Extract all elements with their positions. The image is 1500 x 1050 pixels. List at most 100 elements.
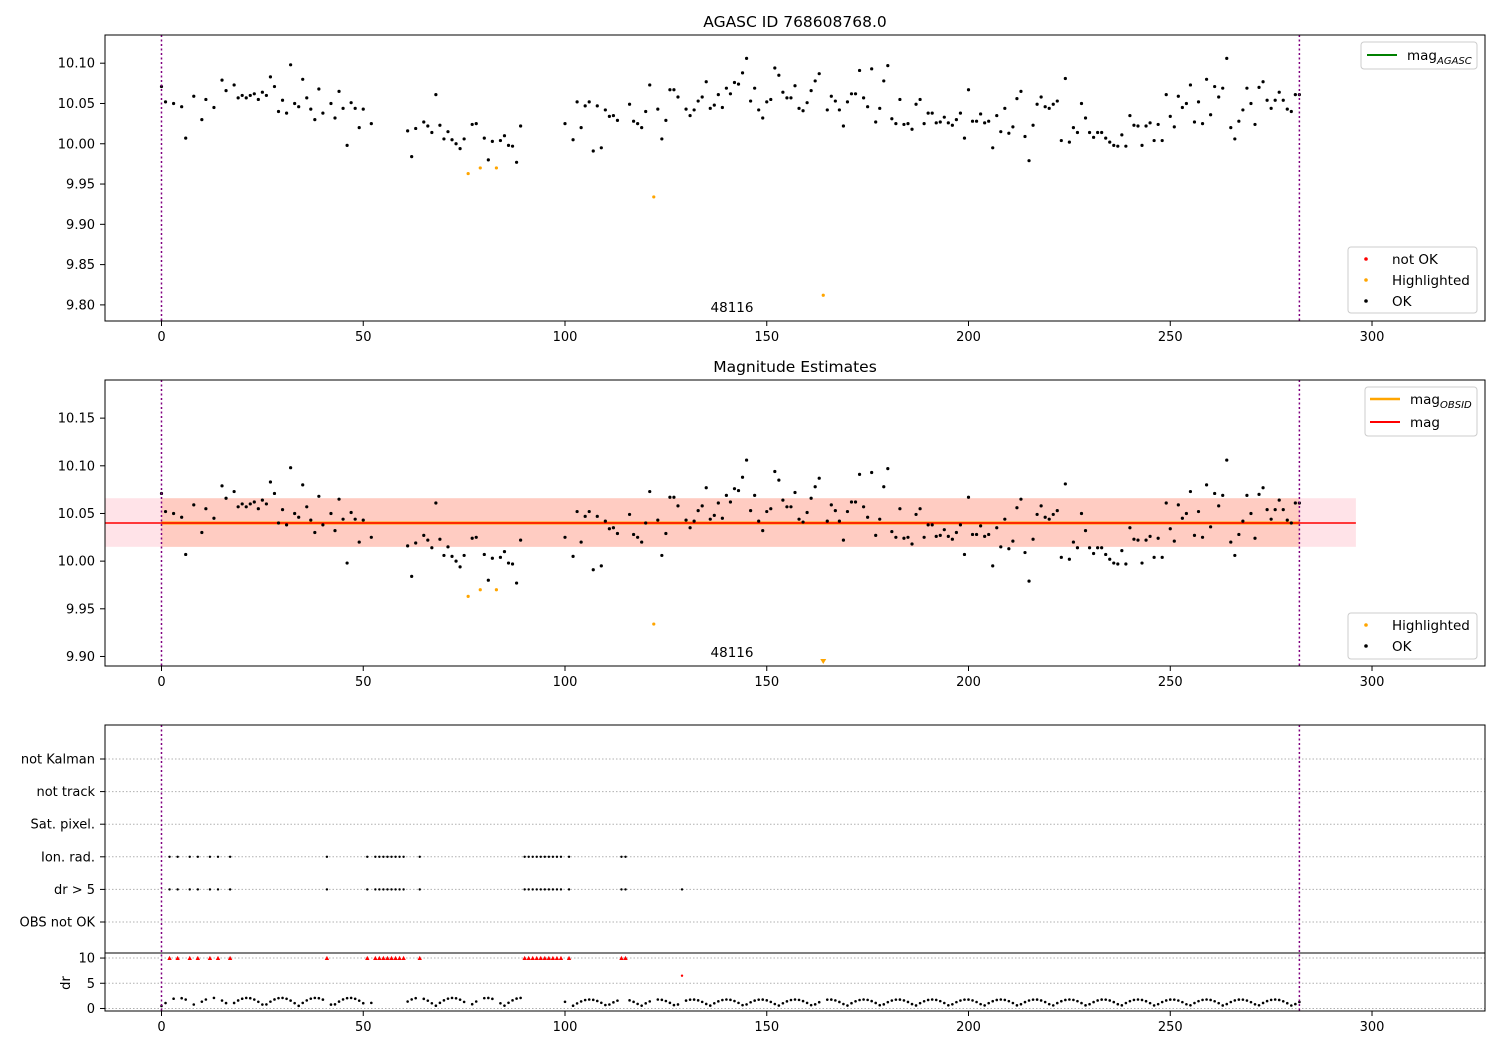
dr-point bbox=[1245, 999, 1249, 1002]
dr-point bbox=[987, 1001, 990, 1005]
dr-point bbox=[1281, 999, 1285, 1003]
ok-point bbox=[995, 113, 999, 118]
ok-point bbox=[1277, 90, 1281, 94]
dr-point bbox=[503, 1004, 506, 1007]
highlighted-point bbox=[478, 588, 482, 592]
dr-point bbox=[882, 1003, 886, 1006]
ok-point bbox=[200, 117, 204, 122]
dr-point bbox=[938, 999, 942, 1003]
ok-point bbox=[317, 87, 321, 91]
dr-point bbox=[1181, 1000, 1184, 1004]
ok-point bbox=[1019, 89, 1023, 93]
ok-point bbox=[434, 501, 438, 505]
dr-point bbox=[1193, 1001, 1196, 1005]
flag-point bbox=[366, 888, 369, 891]
dr-capped-marker bbox=[324, 955, 330, 961]
ok-point bbox=[1237, 119, 1241, 123]
ok-point bbox=[490, 139, 494, 143]
ok-point bbox=[1269, 106, 1273, 110]
ok-point bbox=[1067, 557, 1071, 561]
ok-point bbox=[785, 96, 789, 100]
ok-point bbox=[777, 73, 781, 77]
flag-point bbox=[386, 888, 389, 891]
ok-point bbox=[171, 101, 176, 106]
dr-capped-marker bbox=[623, 955, 628, 961]
dr-point bbox=[769, 1000, 773, 1004]
ok-point bbox=[886, 64, 890, 68]
flag-point bbox=[535, 888, 538, 891]
ok-point bbox=[1281, 508, 1285, 512]
agasc-legend-lines: magAGASC bbox=[1360, 41, 1478, 70]
dr-capped-marker bbox=[558, 955, 564, 961]
ok-point bbox=[1237, 532, 1241, 537]
ok-point bbox=[1176, 94, 1180, 98]
dr-capped-marker bbox=[207, 955, 213, 961]
flag-point bbox=[394, 888, 397, 891]
ok-point bbox=[474, 535, 478, 539]
ok-point bbox=[765, 100, 769, 104]
dr-point bbox=[644, 1002, 648, 1005]
dr-point bbox=[595, 999, 599, 1003]
dr-point bbox=[289, 999, 292, 1002]
dr-point bbox=[672, 1003, 676, 1007]
ok-point bbox=[252, 500, 256, 504]
ok-point bbox=[692, 519, 696, 523]
dr-capped-marker bbox=[554, 955, 560, 961]
ok-point bbox=[1249, 511, 1253, 516]
ok-point bbox=[987, 119, 991, 123]
ok-point bbox=[809, 496, 813, 500]
dr-point bbox=[297, 1004, 300, 1008]
dr-point bbox=[474, 1000, 478, 1003]
ok-point bbox=[736, 488, 741, 493]
dr-point bbox=[1084, 1004, 1087, 1007]
x-tick-label: 250 bbox=[1158, 675, 1183, 690]
ok-point bbox=[627, 512, 632, 517]
dr-capped-marker bbox=[619, 955, 624, 961]
dr-point bbox=[902, 999, 906, 1002]
dr-capped-marker bbox=[522, 955, 527, 961]
dr-point bbox=[664, 999, 668, 1003]
ok-point bbox=[801, 520, 805, 524]
ok-point bbox=[1067, 140, 1071, 144]
ok-point bbox=[280, 508, 285, 512]
flag-point bbox=[624, 855, 627, 858]
ok-point bbox=[180, 515, 184, 519]
x-tick-label: 100 bbox=[553, 330, 578, 345]
dr-point bbox=[571, 1004, 575, 1007]
ok-point bbox=[587, 509, 591, 514]
ok-point bbox=[1031, 537, 1035, 541]
dr-point bbox=[1189, 1003, 1192, 1007]
dr-point bbox=[212, 996, 216, 1000]
ok-point bbox=[333, 529, 337, 533]
dr-capped-marker bbox=[187, 955, 192, 961]
ok-point bbox=[1096, 130, 1100, 135]
ok-point bbox=[664, 531, 668, 536]
flag-point bbox=[390, 888, 393, 891]
ok-point bbox=[805, 510, 809, 515]
y-tick-label: 9.80 bbox=[66, 298, 95, 313]
ok-point bbox=[684, 518, 688, 522]
ok-point bbox=[902, 536, 906, 540]
ok-point bbox=[849, 92, 854, 96]
ok-point bbox=[789, 505, 793, 509]
ok-point bbox=[1213, 491, 1217, 496]
dr-capped-marker bbox=[550, 955, 556, 961]
ok-point bbox=[361, 107, 365, 111]
ok-point bbox=[1075, 130, 1080, 135]
ok-point bbox=[688, 113, 692, 118]
dr-point bbox=[1213, 999, 1216, 1003]
y-tick-label: 9.85 bbox=[66, 258, 95, 273]
ok-point bbox=[1023, 550, 1027, 555]
dr-point bbox=[1100, 998, 1103, 1001]
ok-point bbox=[890, 529, 894, 534]
ok-point bbox=[1063, 76, 1067, 81]
ok-point bbox=[236, 96, 240, 100]
ok-point bbox=[506, 143, 511, 147]
ok-point bbox=[1087, 546, 1092, 550]
ok-point bbox=[938, 533, 942, 537]
ok-point bbox=[1091, 135, 1096, 139]
dr-point bbox=[696, 999, 700, 1002]
ok-point bbox=[1152, 138, 1156, 143]
flags-frame bbox=[104, 724, 1486, 1012]
ok-point bbox=[1172, 539, 1176, 543]
